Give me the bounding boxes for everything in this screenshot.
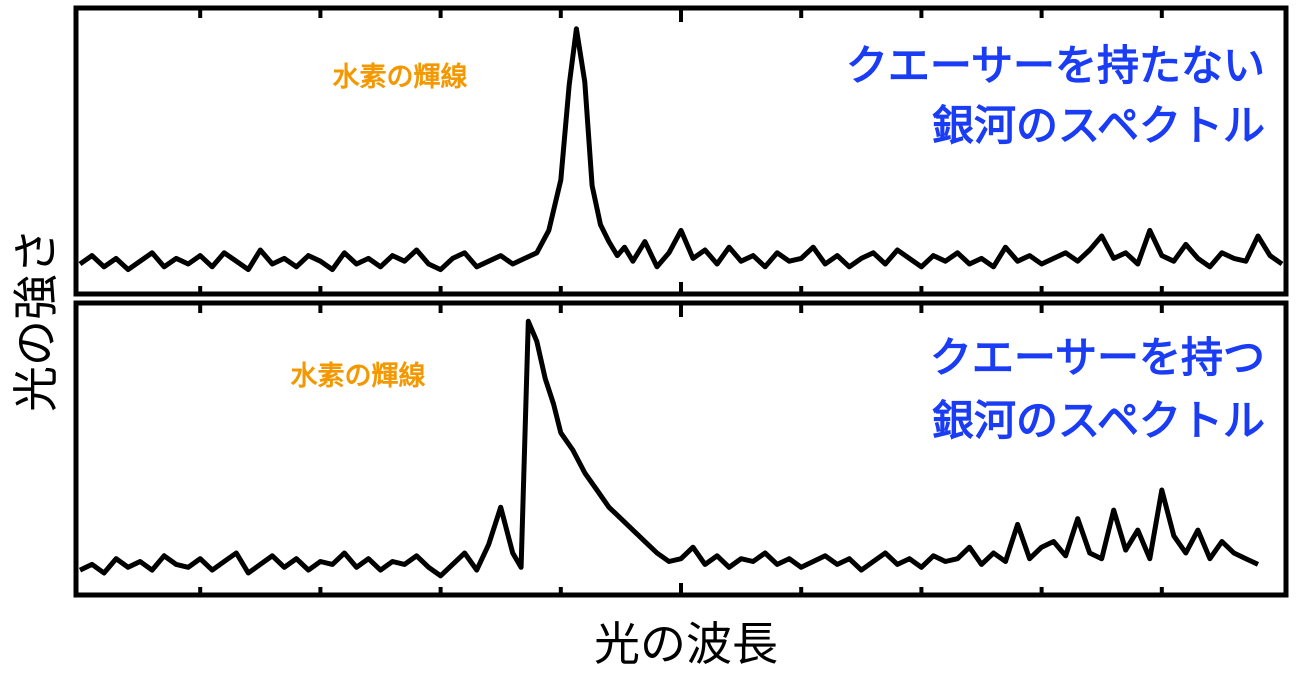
panel-top-ticks [198, 10, 1164, 294]
x-axis-label: 光の波長 [594, 617, 778, 671]
panel-bottom: 水素の輝線 クエーサーを持つ 銀河のスペクトル [73, 300, 1289, 598]
spectrum-line-bottom [78, 318, 1260, 579]
annotation-bottom: 水素の輝線 [291, 360, 426, 392]
annotation-top: 水素の輝線 [333, 61, 468, 93]
panel-bottom-title-line1: クエーサーを持つ [930, 333, 1265, 382]
panel-top-title-line1: クエーサーを持たない [846, 41, 1265, 90]
panel-top-title-line2: 銀河のスペクトル [932, 101, 1265, 150]
panel-top: 水素の輝線 クエーサーを持たない 銀河のスペクトル [73, 5, 1289, 297]
panel-bottom-title-line2: 銀河のスペクトル [932, 396, 1265, 445]
y-axis-label: 光の強さ [9, 228, 63, 412]
spectrum-line-top [78, 26, 1284, 273]
panel-bottom-ticks [198, 305, 1164, 595]
